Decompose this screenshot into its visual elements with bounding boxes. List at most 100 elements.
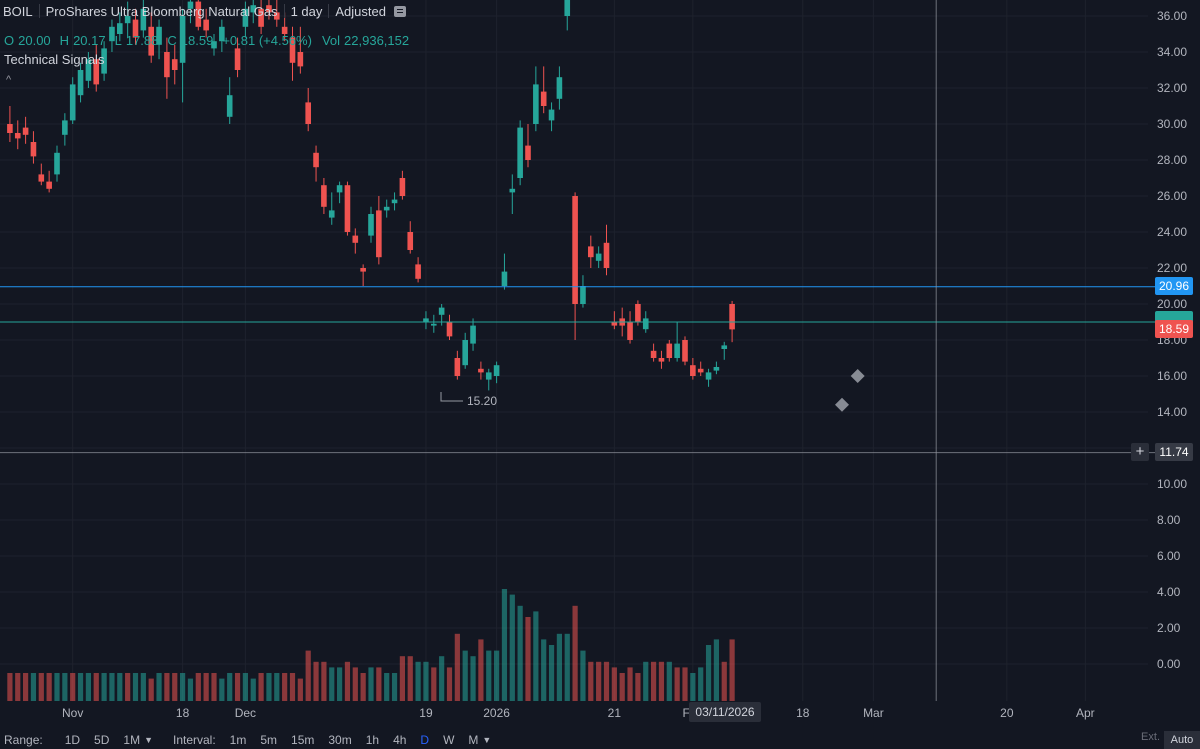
ohlc-legend: O 20.00 H 20.17 L 17.88 C 18.59 +0.81 (+… (0, 29, 409, 51)
candle (187, 0, 194, 24)
menu-icon[interactable] (393, 5, 406, 17)
interval-30m[interactable]: 30m (328, 733, 352, 747)
volume-bar (423, 661, 429, 701)
candle-body (69, 84, 76, 121)
volume-bar (321, 661, 327, 701)
interval-m[interactable]: M (468, 733, 479, 747)
volume-bar (337, 667, 343, 701)
y-tick-label: 2.00 (1157, 621, 1181, 635)
volume-bar (643, 661, 649, 701)
candle (478, 361, 484, 380)
range-5d[interactable]: 5D (94, 733, 110, 747)
volume-bar (690, 673, 696, 701)
interval-1h[interactable]: 1h (365, 733, 380, 747)
extended-hours-button[interactable]: Ext. (1141, 731, 1160, 743)
candle-body (156, 26, 162, 45)
candle (548, 102, 555, 132)
time-axis[interactable]: Nov18Dec19202621Feb18Mar20Apr21May15 (62, 706, 1200, 720)
candle-body (525, 145, 531, 160)
candle-body (321, 185, 327, 207)
candle (446, 314, 453, 340)
volume-bars (7, 589, 735, 701)
y-tick-label: 30.00 (1157, 117, 1187, 131)
volume-bar (344, 661, 351, 701)
symbol[interactable]: BOIL (3, 3, 33, 19)
candle-body (501, 271, 508, 286)
y-tick-label: 36.00 (1157, 9, 1187, 23)
interval-15m[interactable]: 15m (291, 733, 315, 747)
candle (274, 0, 280, 27)
y-tick-label: 32.00 (1157, 81, 1187, 95)
candle-body (109, 26, 115, 42)
candle (517, 120, 523, 186)
volume-key: Vol (321, 32, 341, 48)
candle-body (399, 178, 406, 196)
candle-body (595, 253, 602, 261)
candle-body (211, 41, 217, 49)
chevron-down-icon[interactable]: ▼ (144, 735, 153, 745)
candle (219, 19, 225, 52)
instrument-name[interactable]: ProShares Ultra Bloomberg Natural Gas (45, 3, 278, 19)
horizontal-price-lines[interactable] (0, 0, 1155, 701)
candle (493, 361, 500, 384)
signal-markers[interactable] (835, 369, 865, 412)
candle (132, 8, 139, 45)
volume-bar (266, 673, 272, 701)
range-1d[interactable]: 1D (64, 733, 81, 747)
interval-d[interactable]: D (420, 733, 430, 747)
auto-scale-button[interactable]: Auto (1164, 731, 1200, 749)
volume-bar (164, 673, 170, 701)
volume-bar (454, 633, 460, 701)
interval-label[interactable]: 1 day (290, 3, 323, 19)
candle-body (509, 188, 516, 193)
candle (595, 246, 602, 268)
candle-body (54, 152, 60, 175)
volume-bar (352, 667, 358, 701)
interval-4h[interactable]: 4h (393, 733, 407, 747)
last-price-tag[interactable]: 18.59 (1155, 320, 1193, 338)
candle (234, 37, 241, 78)
candle (344, 181, 351, 236)
volume-bar (360, 673, 366, 701)
adjustment-label[interactable]: Adjusted (335, 3, 386, 19)
interval-1m[interactable]: 1m (229, 733, 247, 747)
candle (328, 192, 335, 225)
volume-bar (713, 639, 719, 701)
candle-body (423, 318, 429, 322)
interval-w[interactable]: W (443, 733, 455, 747)
candle (336, 181, 343, 204)
blue-line-price-tag[interactable]: 20.96 (1155, 277, 1193, 295)
candle (525, 124, 531, 168)
volume-bar (368, 667, 374, 701)
volume-bar (415, 661, 421, 701)
candle (627, 311, 633, 344)
signal-diamond-icon (850, 369, 865, 383)
chevron-down-icon[interactable]: ▼ (482, 735, 492, 745)
candle-body (171, 59, 178, 70)
caret-up-icon[interactable]: ^ (6, 74, 12, 86)
indicator-name[interactable]: Technical Signals (4, 51, 105, 67)
volume-bar (391, 673, 398, 701)
candle-body (729, 304, 735, 330)
volume-bar (525, 617, 531, 701)
volume-bar (541, 639, 547, 701)
candle-body (93, 59, 100, 85)
volume-bar (101, 673, 107, 701)
add-alert-plus-icon[interactable]: + (1131, 443, 1149, 461)
candle-body (368, 214, 374, 236)
candle-body (611, 322, 618, 326)
low-value: 17.88 (125, 32, 159, 48)
candle-body (650, 350, 657, 358)
candle-body (164, 52, 170, 78)
range-1m[interactable]: 1M (123, 733, 141, 747)
candle-body (580, 286, 586, 304)
candle (62, 113, 68, 146)
interval-5m[interactable]: 5m (260, 733, 278, 747)
y-tick-label: 0.00 (1157, 657, 1181, 671)
price-axis[interactable]: 36.00 34.00 32.00 30.00 28.00 26.00 24.00 22.00… (1157, 9, 1187, 671)
candle-body (281, 26, 288, 34)
candle (266, 0, 272, 20)
volume-bar (172, 673, 178, 701)
candle (666, 340, 673, 362)
